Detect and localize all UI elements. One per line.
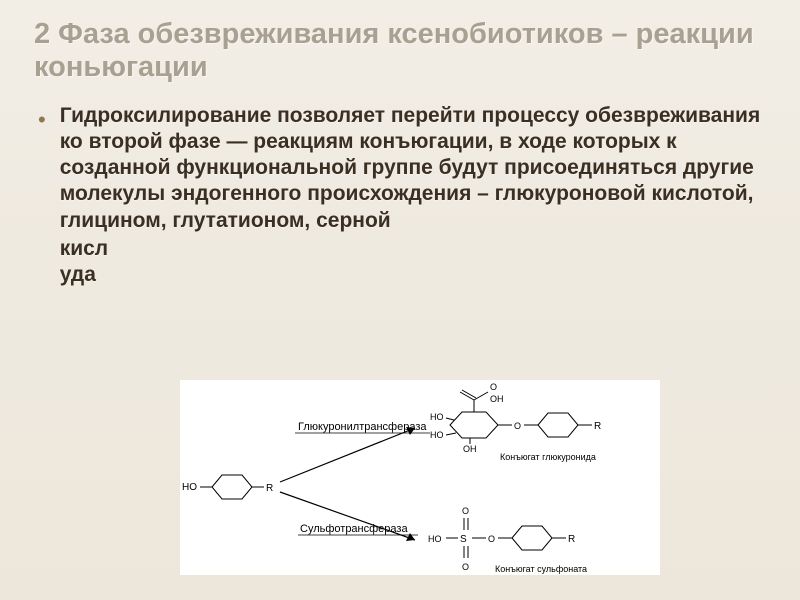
svg-text:O: O xyxy=(462,562,469,572)
lbl-ho2: HO xyxy=(430,412,444,422)
last-word: уда xyxy=(60,262,766,288)
acid-prefix: кисл xyxy=(60,237,108,260)
lbl-ho: HO xyxy=(182,482,197,493)
svg-text:OH: OH xyxy=(490,394,504,404)
svg-text:OH: OH xyxy=(463,444,477,454)
enzyme-top: Глюкуронилтрансфераза xyxy=(298,421,427,433)
acid-line: кислотой. Обй xyxy=(60,236,766,262)
svg-text:HO: HO xyxy=(428,534,442,544)
slide-title: 2 Фаза обезвреживания ксенобиотиков – ре… xyxy=(34,18,766,85)
slide: 2 Фаза обезвреживания ксенобиотиков – ре… xyxy=(0,0,800,600)
enzyme-bottom: Сульфотрансфераза xyxy=(300,523,408,535)
svg-text:O: O xyxy=(490,382,497,392)
bullet-dot: • xyxy=(38,109,46,131)
chem-svg: HO R Глюкуронилтрансфераза Сульфотрансфе… xyxy=(180,380,660,575)
body-paragraph: Гидроксилирование позволяет перейти проц… xyxy=(60,103,766,234)
svg-text:R: R xyxy=(594,421,601,432)
svg-text:R: R xyxy=(568,534,575,545)
product-top-label: Конъюгат глюкуронида xyxy=(500,452,596,462)
svg-text:O: O xyxy=(462,506,469,516)
product-bottom: HO S O O O R Конъюгат сульфоната xyxy=(428,506,587,574)
body-text-block: Гидроксилирование позволяет перейти проц… xyxy=(60,103,766,289)
svg-text:S: S xyxy=(460,534,467,545)
lbl-r-start: R xyxy=(266,483,273,494)
chem-diagram: HO R Глюкуронилтрансфераза Сульфотрансфе… xyxy=(180,380,660,575)
product-top: O OH HO HO OH O R Конъюгат глюкуронида xyxy=(430,382,601,462)
svg-text:HO: HO xyxy=(430,430,444,440)
body-row: • Гидроксилирование позволяет перейти пр… xyxy=(34,103,766,289)
svg-text:O: O xyxy=(488,534,495,544)
product-bottom-label: Конъюгат сульфоната xyxy=(495,564,587,574)
svg-text:O: O xyxy=(514,421,521,431)
